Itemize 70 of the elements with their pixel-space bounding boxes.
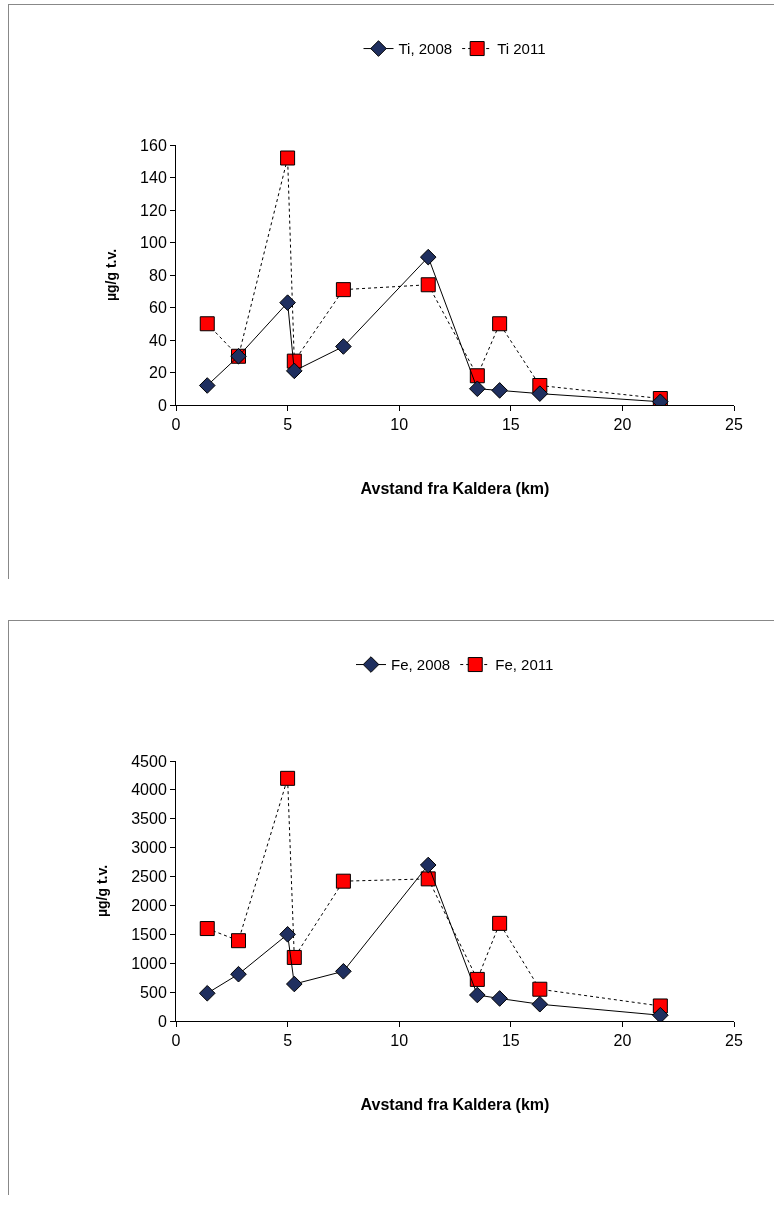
point xyxy=(198,377,216,394)
y-tick-label: 2000 xyxy=(131,897,167,915)
point xyxy=(231,933,246,949)
point xyxy=(199,921,215,937)
y-tick-label: 40 xyxy=(149,331,167,349)
point xyxy=(469,971,485,987)
y-tick-label: 4000 xyxy=(131,781,167,799)
x-axis-title: Avstand fra Kaldera (km) xyxy=(360,1095,550,1113)
point xyxy=(531,385,549,402)
x-tick-label: 0 xyxy=(171,1032,181,1050)
y-tick-label: 80 xyxy=(149,266,167,284)
x-tick-label: 25 xyxy=(725,416,743,434)
legend-label: Ti 2011 xyxy=(497,40,546,58)
y-tick-label: 3000 xyxy=(131,839,167,857)
x-tick-label: 20 xyxy=(613,1032,632,1050)
x-tick-label: 5 xyxy=(283,1032,293,1050)
y-tick-label: 500 xyxy=(140,983,167,1001)
point xyxy=(199,316,215,332)
point xyxy=(286,362,303,380)
point xyxy=(492,316,508,332)
point xyxy=(335,963,352,980)
x-tick-label: 5 xyxy=(283,416,293,434)
y-tick-label: 4500 xyxy=(131,752,167,770)
point xyxy=(419,856,437,874)
y-axis-title: µg/g t.v. xyxy=(102,248,119,302)
y-tick-label: 100 xyxy=(140,234,167,252)
x-tick-label: 10 xyxy=(390,1032,409,1050)
y-tick-label: 60 xyxy=(149,299,167,317)
point xyxy=(420,277,436,293)
legend-label: Fe, 2008 xyxy=(391,656,451,674)
x-tick-label: 15 xyxy=(501,416,520,434)
point xyxy=(280,770,296,786)
point xyxy=(532,981,548,997)
y-tick-label: 1000 xyxy=(131,954,167,972)
x-tick-label: 0 xyxy=(171,416,181,434)
point xyxy=(198,984,216,1002)
point xyxy=(652,1006,669,1021)
point xyxy=(469,986,486,1004)
point xyxy=(230,965,247,983)
legend-label: Fe, 2011 xyxy=(495,656,554,674)
point xyxy=(491,382,508,399)
x-tick-label: 10 xyxy=(390,416,409,434)
y-tick-label: 0 xyxy=(157,1012,167,1030)
point xyxy=(492,915,508,931)
point xyxy=(469,380,486,398)
x-axis-title: Avstand fra Kaldera (km) xyxy=(360,479,550,497)
point xyxy=(280,150,296,166)
point xyxy=(286,949,302,965)
point xyxy=(335,873,351,889)
y-tick-label: 160 xyxy=(140,136,167,154)
x-tick-label: 15 xyxy=(501,1032,520,1050)
point xyxy=(335,282,351,298)
point xyxy=(531,995,549,1013)
point xyxy=(335,338,352,355)
x-tick-label: 20 xyxy=(613,416,632,434)
point xyxy=(279,926,296,943)
y-tick-label: 3500 xyxy=(131,810,167,828)
point xyxy=(491,990,508,1007)
y-tick-label: 1500 xyxy=(131,925,167,943)
legend-label: Ti, 2008 xyxy=(398,40,453,58)
y-axis-title: µg/g t.v. xyxy=(93,864,110,918)
y-tick-label: 0 xyxy=(157,396,167,414)
point xyxy=(286,975,303,993)
point xyxy=(279,294,296,311)
y-tick-label: 120 xyxy=(140,201,167,219)
y-tick-label: 20 xyxy=(149,364,167,382)
y-tick-label: 2500 xyxy=(131,868,167,886)
point xyxy=(419,248,437,266)
x-tick-label: 25 xyxy=(725,1032,743,1050)
y-tick-label: 140 xyxy=(140,169,167,187)
